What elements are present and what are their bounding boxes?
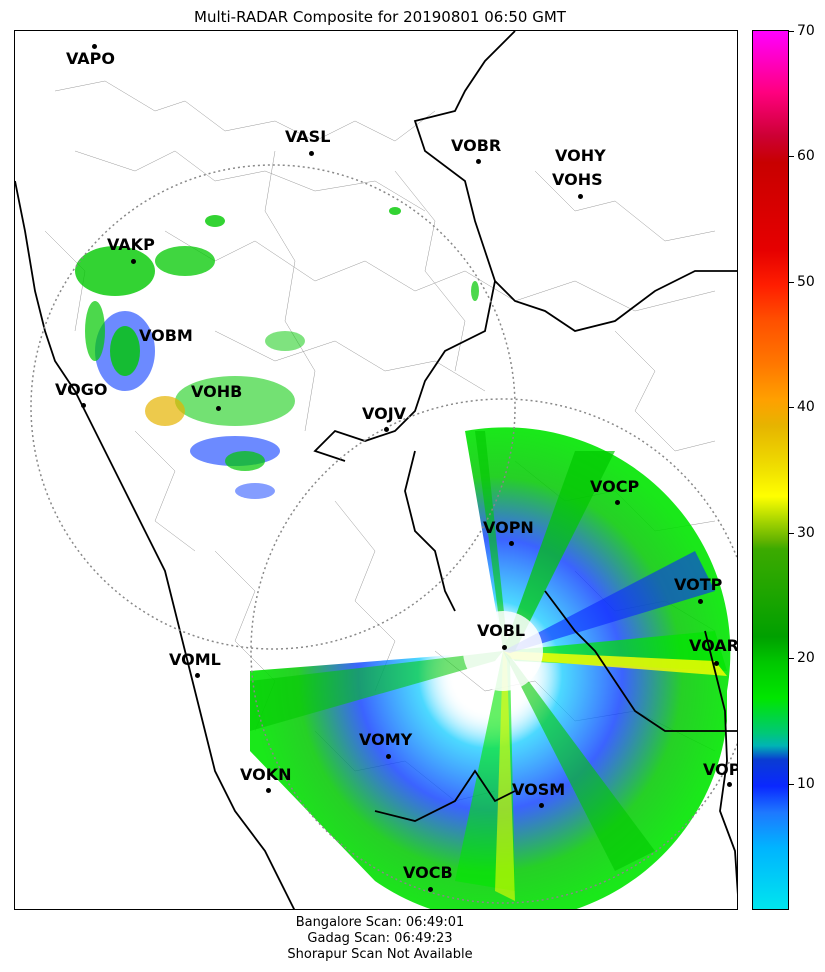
station-marker [195,673,200,678]
station-marker [309,151,314,156]
station-marker [386,754,391,759]
colorbar-tick [789,533,794,534]
station-marker [92,44,97,49]
colorbar-tick-label: 30 [797,525,815,541]
station-marker [476,159,481,164]
station-label-vocp: VOCP [590,477,640,496]
station-marker [539,803,544,808]
station-label-vohs: VOHS [552,170,603,189]
station-marker [216,406,221,411]
station-label-vohb: VOHB [191,382,243,401]
station-label-vobr: VOBR [451,136,502,155]
station-marker [428,887,433,892]
station-label-vojv: VOJV [362,404,407,423]
colorbar-tick [789,156,794,157]
map-canvas [15,31,737,909]
station-marker [698,599,703,604]
station-label-voar: VOAR [689,636,738,655]
station-label-votp: VOTP [674,575,723,594]
station-label-vakp: VAKP [107,235,155,254]
colorbar-tick-label: 10 [797,776,815,792]
station-marker [727,782,732,787]
station-label-vomy: VOMY [359,730,413,749]
station-label-vosm: VOSM [512,780,566,799]
station-label-vopc: VOPC [703,760,737,779]
footer-bangalore-scan: Bangalore Scan: 06:49:01 [295,915,465,930]
state-boundaries [15,31,737,909]
station-marker [714,661,719,666]
station-marker [384,427,389,432]
colorbar [752,30,789,910]
station-marker [502,645,507,650]
station-marker [266,788,271,793]
colorbar-tick-label: 60 [797,148,815,164]
station-label-vohy: VOHY [555,146,606,165]
station-label-vasl: VASL [285,127,331,146]
station-marker [615,500,620,505]
colorbar-tick [789,407,794,408]
colorbar-tick-label: 70 [797,23,815,39]
range-rings [30,164,737,904]
station-label-voml: VOML [169,650,221,669]
colorbar-tick [789,282,794,283]
station-marker [578,194,583,199]
station-label-vopn: VOPN [483,518,534,537]
colorbar-tick-label: 20 [797,650,815,666]
station-label-vokn: VOKN [240,765,292,784]
colorbar-tick [789,31,794,32]
colorbar-tick [789,784,794,785]
radar-echo-bangalore [250,427,731,909]
station-label-vobm: VOBM [139,326,193,345]
chart-title: Multi-RADAR Composite for 20190801 06:50… [194,8,566,26]
station-label-vobl: VOBL [477,621,526,640]
station-label-vapo: VAPO [66,49,116,68]
colorbar-tick [789,658,794,659]
station-marker [131,259,136,264]
footer-shorapur-scan: Shorapur Scan Not Available [287,947,473,962]
station-marker [509,541,514,546]
colorbar-tick-label: 50 [797,274,815,290]
station-label-vocb: VOCB [403,863,453,882]
station-marker [81,403,86,408]
radar-map[interactable]: VAPO VASL VOBR VOHY VOHS VAKP VOBM VOGO … [14,30,738,910]
colorbar-tick-label: 40 [797,399,815,415]
station-label-vogo: VOGO [55,380,108,399]
footer-gadag-scan: Gadag Scan: 06:49:23 [307,931,453,946]
radar-echo-gadag [75,207,479,499]
